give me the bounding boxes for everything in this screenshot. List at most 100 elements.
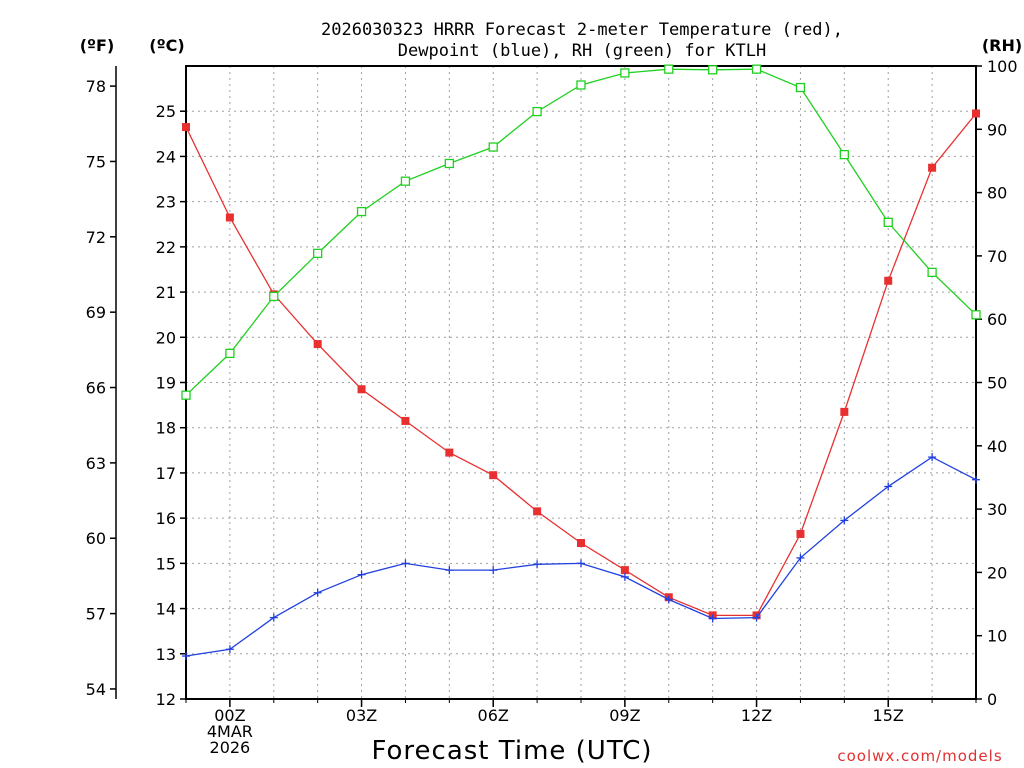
- rh-tick-label: 60: [987, 310, 1007, 329]
- dewpoint-point: [357, 570, 366, 579]
- rh-tick-label: 20: [987, 563, 1007, 582]
- dewpoint-point: [928, 453, 937, 462]
- plot-frame: [185, 65, 977, 700]
- dewpoint-point: [182, 652, 190, 661]
- rh-point: [444, 158, 454, 169]
- dewpoint-point: [664, 595, 673, 604]
- temperature-point: [620, 566, 629, 575]
- rh-tick-label: 80: [987, 184, 1007, 203]
- rh-tick-label: 70: [987, 247, 1007, 266]
- dewpoint-point: [620, 572, 629, 581]
- rh-point: [839, 149, 849, 160]
- fahrenheit-tick-label: 66: [86, 379, 106, 398]
- axes: 12 13 14 15 16 17 18 19 20 21 22 23 24 25 54 57 60 63 66 69…: [86, 57, 1018, 757]
- celsius-tick-label: 18: [156, 419, 176, 438]
- celsius-tick-label: 17: [156, 464, 176, 483]
- temperature-point: [182, 123, 190, 132]
- credit-text: coolwx.com/models: [837, 747, 1002, 765]
- dewpoint-point: [972, 475, 980, 484]
- dewpoint-point: [313, 588, 322, 597]
- temperature-point: [401, 416, 410, 425]
- dewpoint-point: [225, 645, 234, 654]
- fahrenheit-tick-label: 72: [86, 228, 106, 247]
- x-tick-label: 09Z: [609, 706, 640, 725]
- rh-point: [400, 176, 411, 186]
- celsius-tick-label: 16: [156, 509, 176, 528]
- fahrenheit-tick-label: 54: [86, 680, 106, 699]
- rh-point: [971, 310, 981, 320]
- rh-tick-label: 40: [987, 437, 1007, 456]
- celsius-tick-label: 21: [156, 283, 176, 302]
- rh-point: [883, 217, 893, 228]
- fahrenheit-tick-label: 57: [86, 605, 106, 624]
- celsius-tick-label: 24: [156, 147, 176, 166]
- dewpoint-point: [796, 553, 805, 562]
- rh-line: [185, 68, 977, 396]
- temperature-point: [840, 407, 849, 416]
- rh-point: [225, 348, 235, 359]
- rh-tick-label: 10: [987, 627, 1007, 646]
- rh-point: [532, 106, 542, 117]
- rh-point: [664, 64, 674, 74]
- x-tick-label: 06Z: [478, 706, 509, 725]
- rh-tick-label: 30: [987, 500, 1007, 519]
- x-tick-label: 15Z: [873, 706, 904, 725]
- celsius-tick-label: 15: [156, 554, 176, 573]
- temperature-point: [445, 448, 454, 457]
- temperature-point: [489, 471, 498, 480]
- celsius-tick-label: 14: [156, 600, 176, 619]
- rh-point: [488, 142, 498, 152]
- celsius-tick-label: 22: [156, 238, 176, 257]
- celsius-tick-label: 13: [156, 645, 176, 664]
- fahrenheit-tick-label: 78: [86, 77, 106, 96]
- rh-point: [620, 68, 630, 78]
- rh-point: [751, 64, 762, 74]
- celsius-unit-label: (ºC): [149, 36, 184, 55]
- rh-unit-label: (RH): [982, 36, 1022, 55]
- fahrenheit-tick-label: 75: [86, 152, 106, 171]
- rh-tick-label: 50: [987, 374, 1007, 393]
- dewpoint-point: [269, 613, 278, 622]
- rh-tick-label: 0: [987, 690, 997, 709]
- chart-title-line1: 2026030323 HRRR Forecast 2-meter Tempera…: [321, 20, 843, 40]
- x-tick-label: 2026: [210, 738, 251, 757]
- fahrenheit-tick-label: 60: [86, 529, 106, 548]
- fahrenheit-unit-label: (ºF): [80, 36, 115, 55]
- rh-point: [269, 291, 279, 302]
- dewpoint-point: [489, 566, 498, 575]
- chart-title-line2: Dewpoint (blue), RH (green) for KTLH: [398, 41, 766, 61]
- dewpoint-point: [752, 613, 761, 622]
- dewpoint-point: [533, 560, 542, 569]
- rh-point: [795, 82, 806, 93]
- x-tick-label: 03Z: [346, 706, 377, 725]
- rh-point: [927, 267, 937, 278]
- dewpoint-point: [708, 614, 717, 623]
- celsius-tick-label: 19: [156, 374, 176, 393]
- rh-point: [356, 206, 367, 217]
- fahrenheit-tick-label: 63: [86, 454, 106, 473]
- dewpoint-point: [884, 482, 893, 491]
- temperature-point: [313, 340, 322, 349]
- rh-point: [181, 390, 191, 400]
- x-tick-label: 12Z: [741, 706, 772, 725]
- temperature-point: [533, 507, 542, 516]
- grid-lines: [186, 66, 976, 699]
- dewpoint-point: [840, 516, 849, 525]
- dewpoint-point: [445, 566, 454, 575]
- celsius-tick-label: 12: [156, 690, 176, 709]
- x-tick-label: 4MAR: [207, 722, 253, 741]
- temperature-point: [796, 529, 805, 538]
- rh-point: [313, 248, 323, 259]
- dewpoint-point: [401, 559, 410, 568]
- temperature-point: [928, 163, 937, 172]
- celsius-tick-label: 25: [156, 102, 176, 121]
- dewpoint-point: [577, 559, 585, 568]
- celsius-tick-label: 23: [156, 193, 176, 212]
- temperature-point: [225, 213, 234, 222]
- temperature-point: [972, 109, 980, 118]
- rh-point: [708, 65, 718, 75]
- rh-tick-label: 90: [987, 120, 1007, 139]
- x-axis-label: Forecast Time (UTC): [371, 736, 652, 766]
- temperature-point: [577, 539, 585, 548]
